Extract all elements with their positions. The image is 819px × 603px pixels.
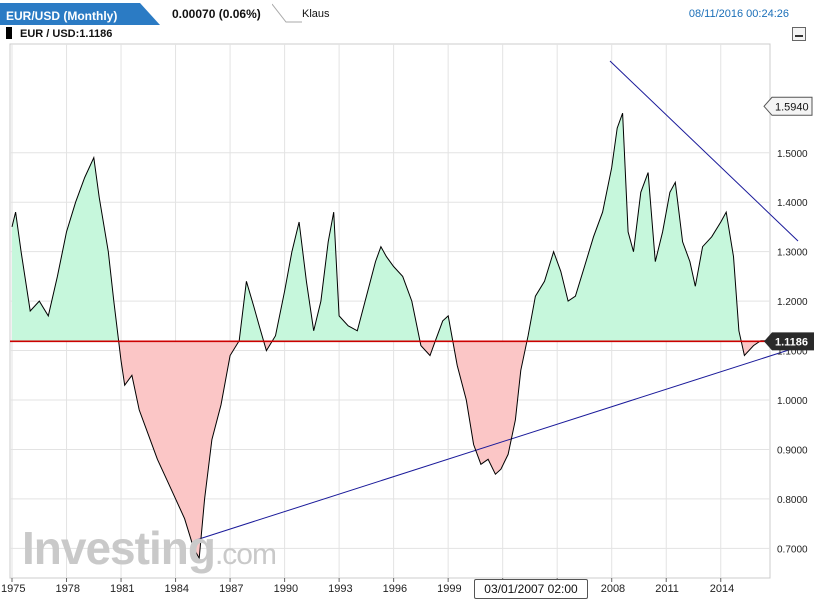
y-tick-label: 1.1000	[777, 347, 808, 358]
series-color-swatch	[6, 27, 12, 39]
quote-line: EUR / USD:1.1186	[6, 27, 112, 40]
x-tick-label: 1984	[165, 583, 189, 595]
symbol-tab-label: EUR/USD (Monthly)	[6, 9, 118, 23]
x-tick-label: 2014	[710, 583, 734, 595]
y-tick-label: 1.5000	[777, 149, 808, 160]
area-above-baseline	[12, 113, 768, 342]
x-tick-label: 1981	[110, 583, 134, 595]
x-axis: 1975197819811984198719901993199619992002…	[1, 578, 734, 595]
high-price-label: 1.5940	[775, 101, 809, 113]
investing-logo: Investing.com	[22, 521, 277, 575]
username[interactable]: Klaus	[302, 8, 330, 20]
trendline-lower	[195, 346, 799, 541]
logo-main: Investing	[22, 522, 216, 574]
price-change: 0.00070 (0.06%)	[172, 7, 261, 21]
y-tick-label: 0.9000	[777, 445, 808, 456]
datetime: 08/11/2016 00:24:26	[688, 8, 789, 20]
y-tick-label: 1.2000	[777, 297, 808, 308]
current-price-tag	[764, 332, 814, 351]
minimize-button[interactable]	[792, 27, 806, 41]
tab-divider	[272, 3, 302, 23]
x-tick-label: 1996	[383, 583, 407, 595]
price-tags: 1.5940 1.1186	[763, 96, 814, 351]
x-tick-label: 1987	[219, 583, 243, 595]
x-tick-label: 1978	[56, 583, 80, 595]
y-tick-label: 1.0000	[777, 396, 808, 407]
high-price-tag	[763, 96, 813, 116]
area-below-baseline	[12, 341, 768, 559]
x-tick-label: 1993	[328, 583, 352, 595]
x-tick-label: 2008	[601, 583, 625, 595]
y-tick-label: 1.3000	[777, 248, 808, 259]
cursor-date-label: 03/01/2007 02:00	[474, 579, 588, 599]
current-price-label: 1.1186	[775, 336, 808, 348]
trendline-upper	[609, 60, 799, 242]
logo-suffix: .com	[214, 538, 277, 571]
x-tick-label: 1990	[274, 583, 298, 595]
x-tick-label: 1999	[437, 583, 461, 595]
y-tick-label: 0.7000	[777, 544, 808, 555]
y-tick-label: 0.8000	[777, 495, 808, 506]
y-tick-label: 1.4000	[777, 198, 808, 209]
price-line	[11, 113, 768, 560]
symbol-tab-shape	[0, 3, 160, 25]
y-axis: 0.7000 0.8000 0.9000 1.0000 1.1000 1.2000 1.30…	[777, 149, 808, 556]
x-tick-label: 1975	[1, 583, 25, 595]
x-tick-label: 2011	[655, 583, 679, 595]
quote-text: EUR / USD:1.1186	[20, 28, 113, 40]
top-bar: EUR/USD (Monthly) 0.00070 (0.06%) Klaus …	[0, 0, 819, 26]
symbol-tab[interactable]: EUR/USD (Monthly)	[0, 3, 160, 25]
